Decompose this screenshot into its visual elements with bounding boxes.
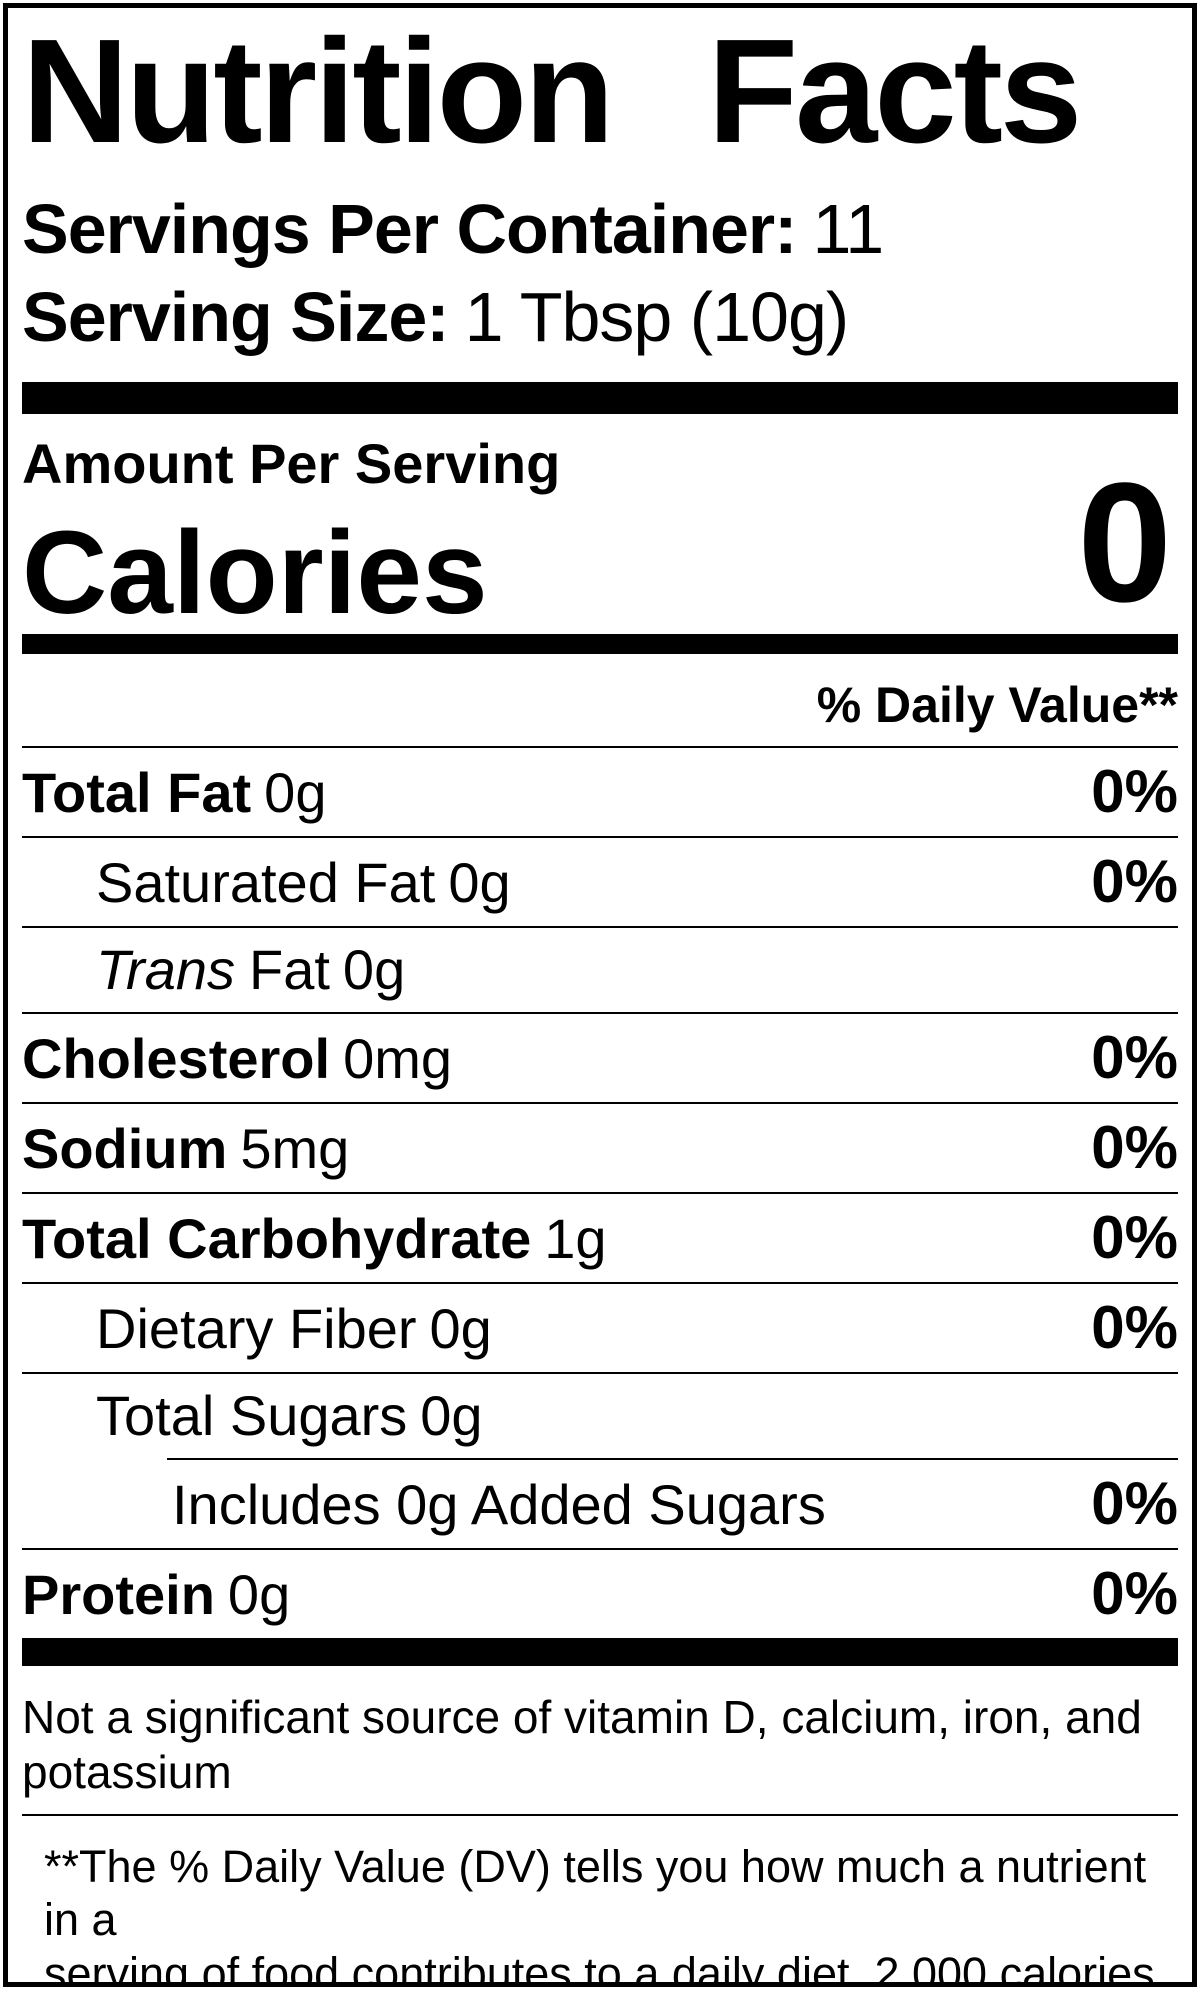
nutrient-label: Sodium 5mg	[22, 1117, 350, 1180]
nutrient-label: Trans Fat 0g	[96, 938, 406, 1001]
daily-value-percent: 0%	[1091, 758, 1178, 825]
serving-size-label: Serving Size:	[22, 278, 450, 356]
row-sodium: Sodium 5mg 0%	[22, 1104, 1178, 1194]
nutrient-amount: 1g	[544, 1207, 607, 1270]
row-total-sugars: Total Sugars 0g	[22, 1374, 1178, 1458]
label-title: Nutrition Facts	[22, 9, 1082, 174]
not-significant-line-1: Not a significant source of vitamin D, c…	[22, 1691, 1142, 1743]
row-cholesterol: Cholesterol 0mg 0%	[22, 1014, 1178, 1104]
nutrient-label: Total Carbohydrate 1g	[22, 1207, 607, 1270]
footnote-line-2: serving of food contributes to a daily d…	[44, 1947, 1155, 1987]
row-trans-fat: Trans Fat 0g	[22, 928, 1178, 1014]
thick-separator-bar-top	[22, 382, 1178, 414]
thick-separator-bar-calories	[22, 634, 1178, 654]
nutrient-label: Protein 0g	[22, 1563, 291, 1626]
nutrient-label: Total Sugars 0g	[96, 1384, 483, 1447]
nutrient-label: Cholesterol 0mg	[22, 1027, 452, 1090]
nutrient-label: Dietary Fiber 0g	[96, 1297, 492, 1360]
amount-per-serving-heading: Amount Per Serving	[22, 432, 561, 495]
nutrient-amount: 0g	[420, 1384, 483, 1447]
nutrient-label: Saturated Fat 0g	[96, 851, 511, 914]
nutrient-amount: 0g	[342, 938, 406, 1001]
nutrient-amount: 0mg	[343, 1027, 452, 1090]
thick-separator-bar-bottom	[22, 1638, 1178, 1666]
daily-value-percent: 0%	[1091, 1470, 1178, 1537]
nutrient-label: Total Fat 0g	[22, 761, 327, 824]
daily-value-percent: 0%	[1091, 1114, 1178, 1181]
nutrient-amount: 0g	[227, 1563, 291, 1626]
row-total-fat: Total Fat 0g 0%	[22, 748, 1178, 838]
servings-per-container-value: 11	[812, 190, 884, 268]
daily-value-percent: 0%	[1091, 1294, 1178, 1361]
daily-value-percent: 0%	[1091, 1560, 1178, 1627]
nutrition-facts-label: Nutrition Facts Servings Per Container: 1…	[3, 3, 1197, 1987]
calories-label: Calories	[22, 507, 488, 639]
nutrient-label: Includes 0g Added Sugars	[172, 1473, 826, 1536]
calories-value: 0	[1077, 448, 1172, 638]
servings-per-container-label: Servings Per Container:	[22, 190, 797, 268]
row-protein: Protein 0g 0%	[22, 1550, 1178, 1638]
not-significant-note: Not a significant source of vitamin D, c…	[22, 1690, 1178, 1817]
nutrient-amount: 0g	[429, 1297, 492, 1360]
row-added-sugars: Includes 0g Added Sugars 0%	[22, 1460, 1178, 1550]
added-sugars-partial-rule	[167, 1458, 1178, 1460]
nutrient-amount: 0g	[448, 851, 511, 914]
daily-value-footnote: **The % Daily Value (DV) tells you how m…	[22, 1840, 1178, 1987]
daily-value-percent: 0%	[1091, 1024, 1178, 1091]
daily-value-header: % Daily Value**	[22, 680, 1178, 748]
daily-value-percent: 0%	[1091, 848, 1178, 915]
daily-value-percent: 0%	[1091, 1204, 1178, 1271]
not-significant-line-2: potassium	[22, 1746, 232, 1799]
servings-per-container-line: Servings Per Container: 11	[22, 194, 1178, 264]
nutrient-amount: 0g	[264, 761, 327, 824]
nutrient-amount: 5mg	[240, 1117, 350, 1180]
row-saturated-fat: Saturated Fat 0g 0%	[22, 838, 1178, 928]
row-total-carbohydrate: Total Carbohydrate 1g 0%	[22, 1194, 1178, 1284]
serving-size-line: Serving Size: 1 Tbsp (10g)	[22, 282, 1178, 352]
serving-size-value: 1 Tbsp (10g)	[464, 278, 850, 356]
footnote-line-1: **The % Daily Value (DV) tells you how m…	[44, 1841, 1147, 1946]
row-dietary-fiber: Dietary Fiber 0g 0%	[22, 1284, 1178, 1374]
calories-row: Calories 0	[22, 458, 1178, 639]
